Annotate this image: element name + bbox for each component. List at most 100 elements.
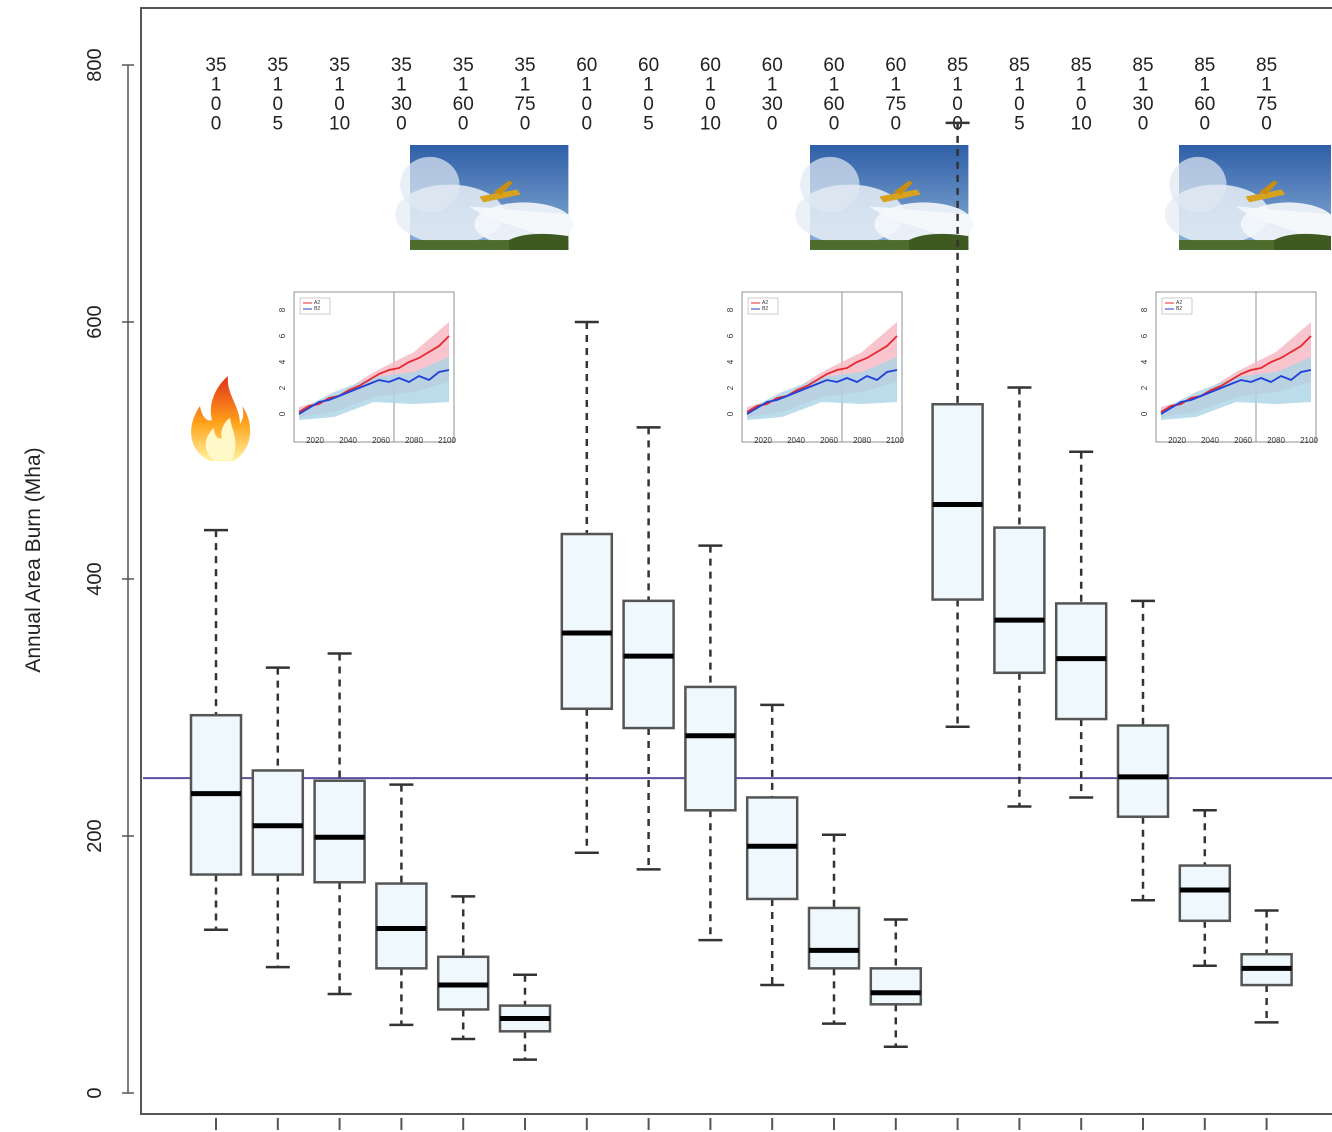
- category-label-line: 0: [396, 114, 407, 135]
- category-label-line: 0: [334, 94, 345, 115]
- category-label-line: 1: [767, 75, 778, 96]
- box-plot-item: [560, 320, 614, 854]
- box-plot-item: [436, 895, 490, 1041]
- inset-x-tick-label: 2020: [306, 436, 324, 445]
- category-label-line: 1: [273, 75, 284, 96]
- box-series: [189, 121, 1293, 1061]
- category-label-line: 1: [458, 75, 469, 96]
- category-label-line: 60: [638, 55, 659, 76]
- plot-frame: [140, 7, 1332, 1115]
- category-label-line: 75: [1256, 94, 1277, 115]
- category-label-line: 30: [391, 94, 412, 115]
- category-label-line: 35: [453, 55, 474, 76]
- inset-x-tick-label: 2080: [1267, 436, 1285, 445]
- x-axis: [215, 1118, 1268, 1130]
- category-label-line: 0: [1076, 94, 1087, 115]
- category-label-line: 1: [396, 75, 407, 96]
- inset-x-tick-label: 2020: [754, 436, 772, 445]
- category-label-line: 1: [1261, 75, 1272, 96]
- category-label-line: 1: [582, 75, 593, 96]
- y-tick-label: 800: [84, 48, 106, 81]
- inset-plot-area: [741, 291, 903, 443]
- inset-x-tick-label: 2040: [339, 436, 357, 445]
- inset-legend-label: A2: [762, 300, 768, 306]
- box-plot-item: [869, 918, 923, 1048]
- category-label-line: 1: [211, 75, 222, 96]
- inset-y-tick-label: 4: [278, 359, 287, 364]
- inset-y-tick-label: 8: [278, 307, 287, 312]
- category-label-line: 5: [1014, 114, 1025, 135]
- category-label-line: 0: [1138, 114, 1149, 135]
- box-plot-item: [684, 544, 737, 942]
- inset-x-tick-label: 2040: [787, 436, 805, 445]
- category-label-line: 35: [391, 55, 412, 76]
- inset-y-tick-label: 2: [278, 385, 287, 390]
- inset-y-tick-label: 4: [1140, 359, 1149, 364]
- y-axis-title: Annual Area Burn (Mha): [22, 447, 45, 672]
- category-label-line: 35: [514, 55, 535, 76]
- y-axis: 0 200 400 600 800: [84, 48, 134, 1099]
- iqr-box: [1054, 602, 1108, 721]
- box-plot-item: [1116, 599, 1170, 902]
- category-label-line: 60: [1194, 94, 1215, 115]
- category-label-line: 10: [700, 114, 721, 135]
- category-label-line: 75: [514, 94, 535, 115]
- y-tick-label: 400: [84, 562, 106, 595]
- iqr-box: [931, 402, 984, 601]
- y-tick-label: 600: [84, 305, 106, 338]
- inset-legend-label: B2: [762, 306, 768, 312]
- inset-y-tick-label: 6: [278, 333, 287, 338]
- category-label-line: 5: [273, 114, 284, 135]
- category-label-line: 35: [329, 55, 350, 76]
- iqr-box: [375, 882, 428, 970]
- category-label-line: 0: [1261, 114, 1272, 135]
- category-label-line: 60: [823, 94, 844, 115]
- inset-plot-area: [293, 291, 455, 443]
- category-label-line: 0: [643, 94, 654, 115]
- box-plot-item: [931, 121, 984, 729]
- category-label-line: 85: [947, 55, 968, 76]
- inset-x-tick-label: 2040: [1201, 436, 1219, 445]
- category-label-line: 0: [211, 114, 222, 135]
- category-label-line: 0: [829, 114, 840, 135]
- category-label-line: 60: [576, 55, 597, 76]
- category-label-line: 85: [1009, 55, 1030, 76]
- box-plot-item: [251, 666, 305, 969]
- box-plot-item: [807, 833, 861, 1025]
- category-label-line: 0: [273, 94, 284, 115]
- category-label-line: 1: [1076, 75, 1087, 96]
- category-label-line: 5: [643, 114, 654, 135]
- category-label-line: 10: [329, 114, 350, 135]
- inset-x-tick-label: 2100: [438, 436, 456, 445]
- iqr-box: [807, 906, 861, 970]
- box-plot-item: [1178, 809, 1232, 968]
- category-label-line: 60: [762, 55, 783, 76]
- iqr-box: [313, 779, 366, 884]
- inset-y-tick-label: 8: [1140, 307, 1149, 312]
- category-label-line: 10: [1071, 114, 1092, 135]
- inset-y-tick-label: 8: [726, 307, 735, 312]
- inset-x-tick-label: 2060: [372, 436, 390, 445]
- category-label-line: 1: [520, 75, 531, 96]
- inset-legend-label: A2: [1176, 300, 1182, 306]
- inset-y-tick-label: 6: [726, 333, 735, 338]
- inset-legend-label: B2: [314, 306, 320, 312]
- category-label-line: 1: [891, 75, 902, 96]
- y-tick-label: 200: [84, 819, 106, 852]
- inset-y-tick-label: 2: [726, 385, 735, 390]
- category-label-line: 85: [1132, 55, 1153, 76]
- iqr-box: [622, 599, 675, 730]
- category-label-line: 60: [700, 55, 721, 76]
- inset-x-tick-label: 2080: [853, 436, 871, 445]
- box-plot-item: [622, 426, 675, 871]
- category-label-line: 0: [705, 94, 716, 115]
- flame-icon: [191, 376, 251, 461]
- inset-plot-area: [1155, 291, 1317, 443]
- category-label-line: 1: [1200, 75, 1211, 96]
- category-label-line: 0: [582, 94, 593, 115]
- iqr-box: [1116, 724, 1170, 818]
- category-label-line: 1: [829, 75, 840, 96]
- box-plot-item: [1240, 909, 1293, 1024]
- box-plot-item: [993, 386, 1046, 808]
